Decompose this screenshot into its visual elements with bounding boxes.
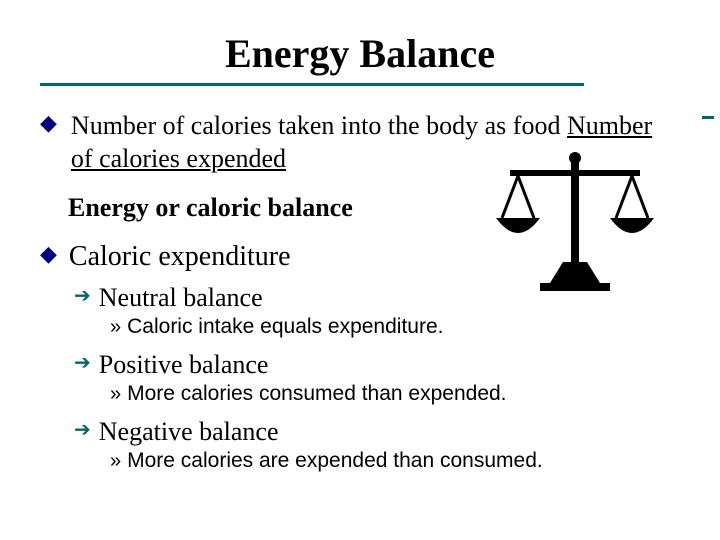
diamond-icon: ◆ [40, 241, 57, 267]
bullet-level3: » Caloric intake equals expenditure. [110, 315, 680, 340]
bullet-text: More calories consumed than expended. [127, 382, 506, 406]
arrow-icon: ➔ [74, 283, 91, 309]
bullet-text: Positive balance [99, 350, 269, 380]
balance-scale-icon [490, 148, 660, 298]
raquo-icon: » [110, 449, 121, 474]
arrow-icon: ➔ [74, 417, 91, 443]
page-title: Energy Balance [40, 30, 680, 77]
raquo-icon: » [110, 382, 121, 407]
bullet-level3: » More calories are expended than consum… [110, 449, 680, 474]
bullet-text: Negative balance [99, 417, 279, 447]
title-rule [40, 83, 584, 86]
diamond-icon: ◆ [40, 110, 57, 136]
raquo-icon: » [110, 315, 121, 340]
bullet-level2: ➔ Positive balance [74, 350, 680, 380]
slide: Energy Balance ◆ Number of calories take… [0, 0, 720, 540]
bullet-text: Neutral balance [99, 283, 263, 313]
bullet-text: Caloric intake equals expenditure. [127, 315, 443, 339]
bullet-level3: » More calories consumed than expended. [110, 382, 680, 407]
bullet-text: More calories are expended than consumed… [127, 449, 543, 473]
b1-line1: Number of calories taken into the body a… [71, 111, 567, 140]
edge-mark [702, 116, 714, 119]
bullet-level2: ➔ Negative balance [74, 417, 680, 447]
bullet-text: Caloric expenditure [69, 241, 291, 273]
arrow-icon: ➔ [74, 350, 91, 376]
